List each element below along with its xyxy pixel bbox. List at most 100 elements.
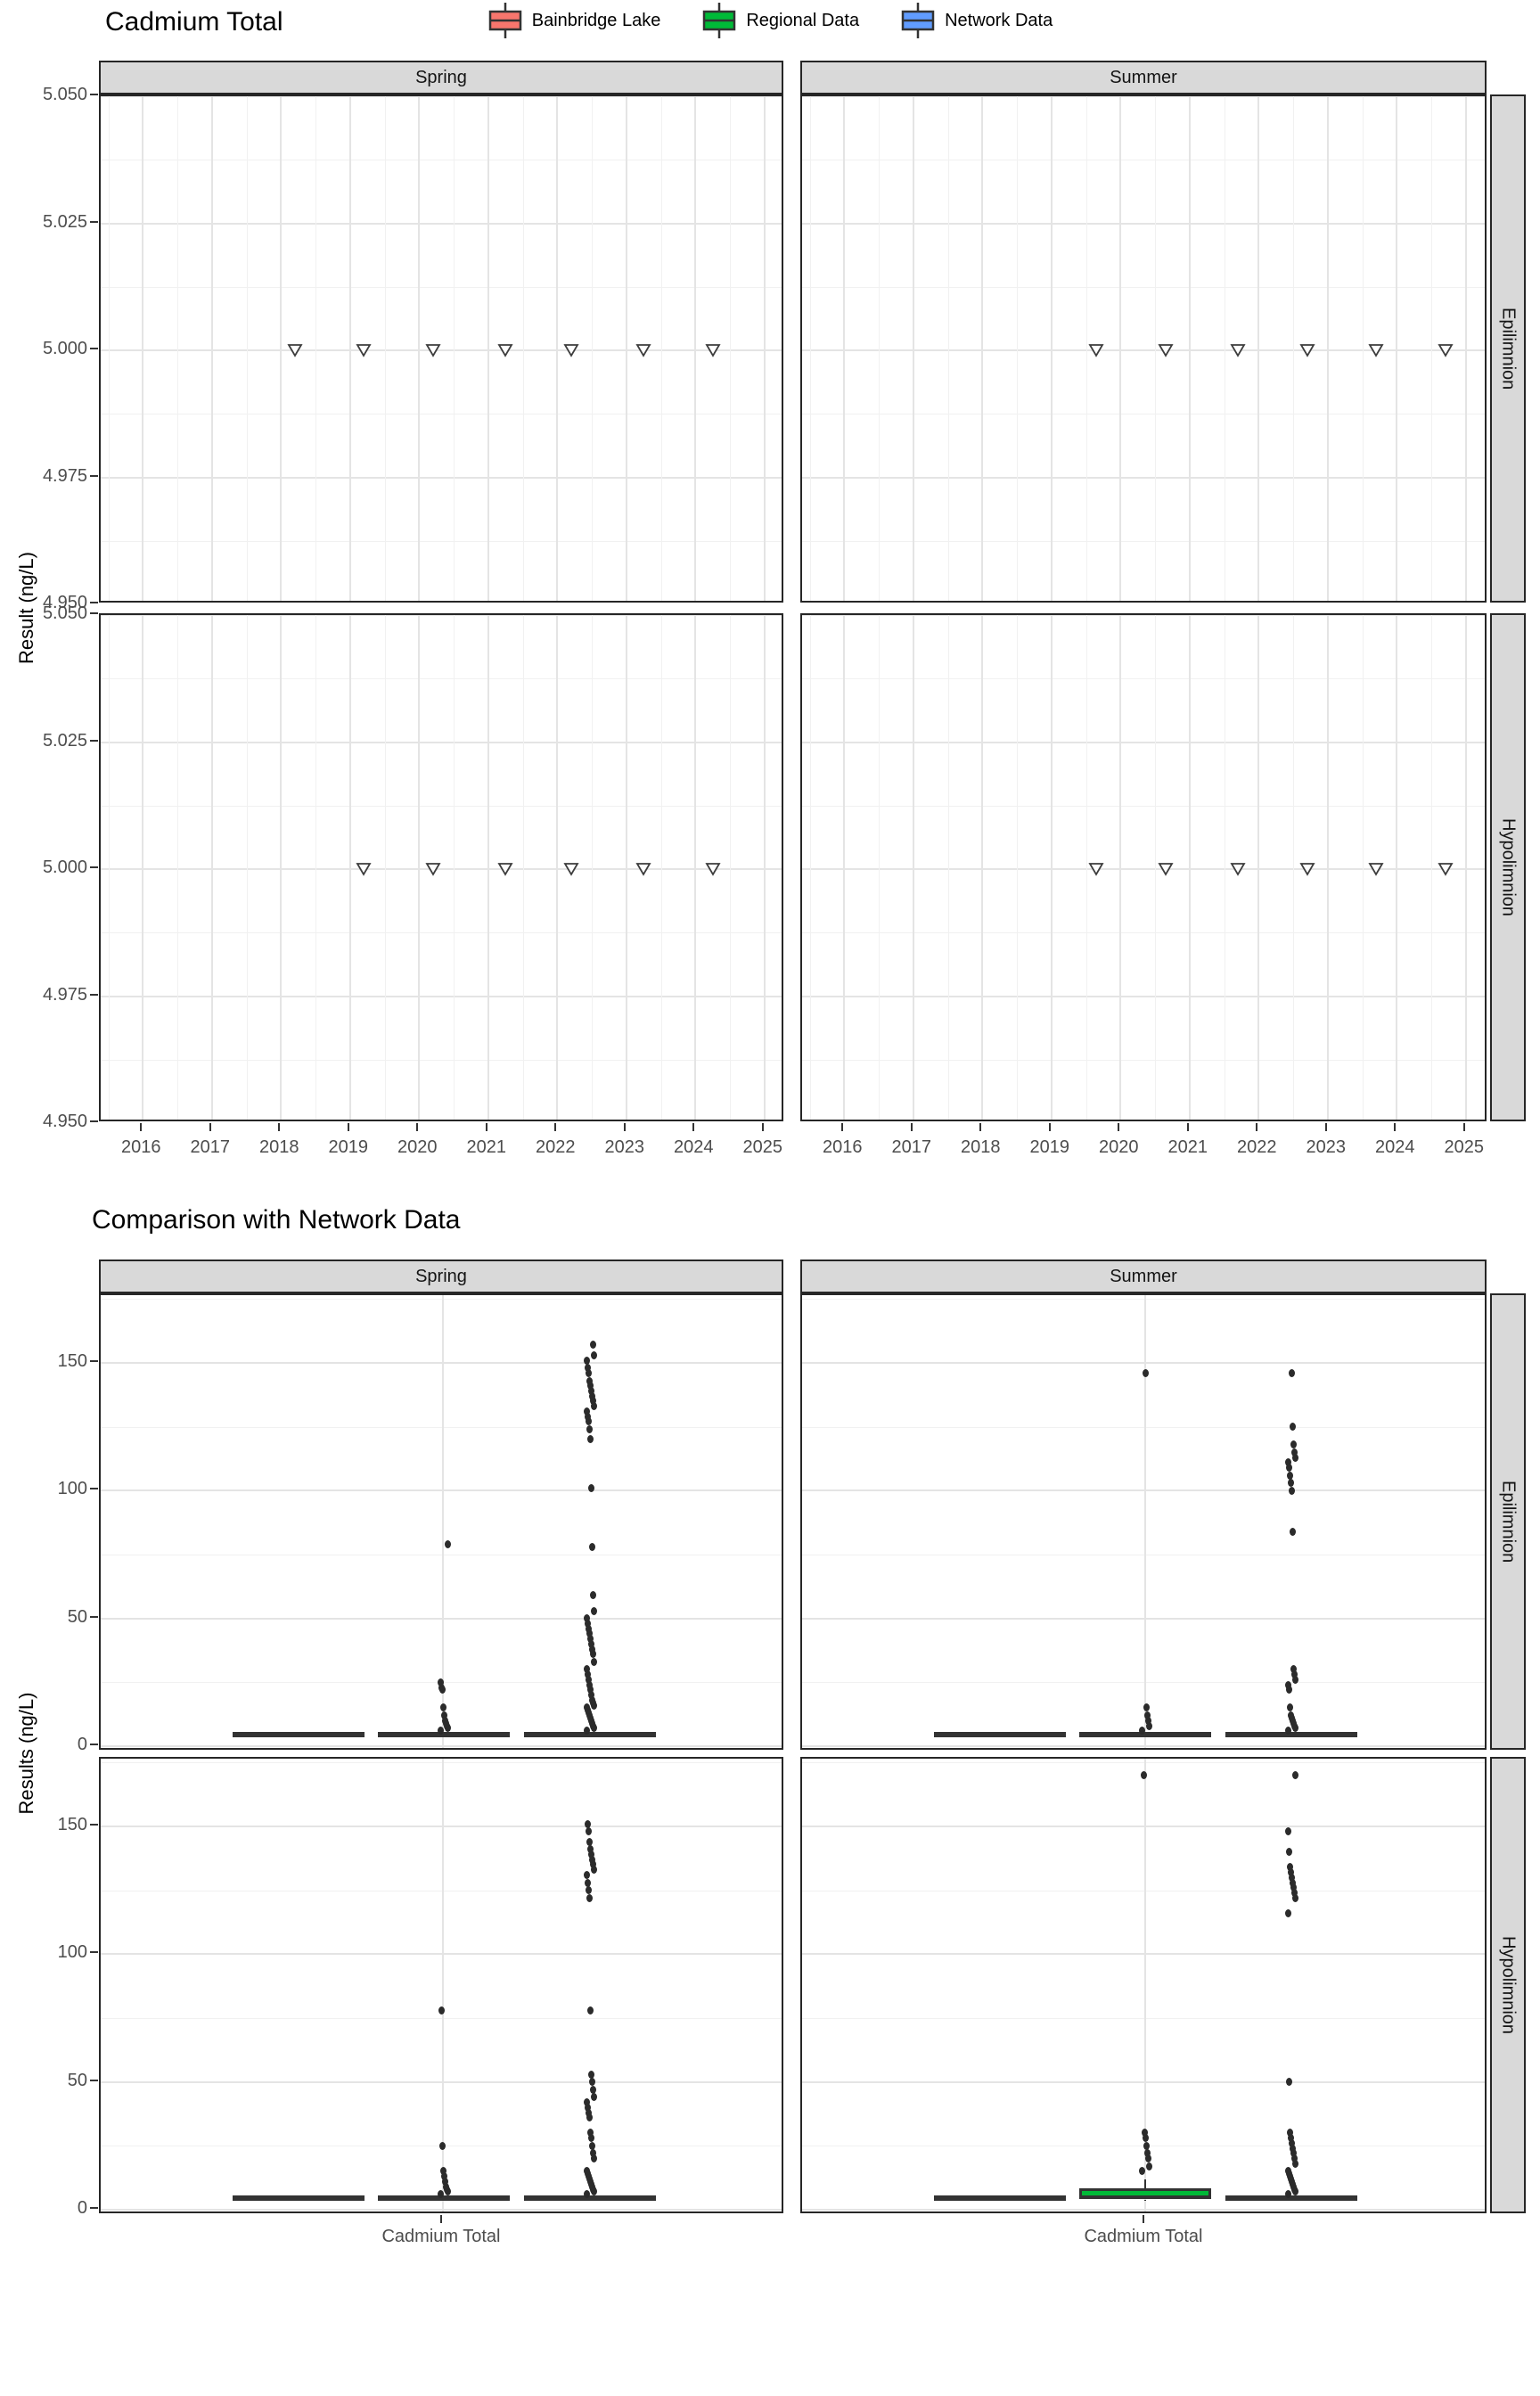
gridline-minor	[101, 805, 782, 807]
gridline-minor	[101, 1299, 782, 1301]
outlier-point	[583, 1407, 590, 1415]
gridline-minor	[802, 932, 1485, 934]
gridline-major	[348, 615, 351, 1120]
gridline-major	[802, 222, 1485, 225]
outlier-point	[589, 2149, 596, 2158]
outlier-point	[1285, 2078, 1292, 2087]
gridline-major	[802, 995, 1485, 997]
outlier-point	[1287, 1711, 1294, 1720]
gridline-major	[101, 1617, 782, 1620]
axis-tick	[140, 1123, 143, 1131]
axis-tick-label: 2016	[121, 1137, 161, 1157]
gridline-major	[802, 1361, 1485, 1364]
axis-tick-label: 50	[67, 1606, 87, 1627]
gridline-major	[843, 96, 846, 601]
axis-tick	[910, 1123, 913, 1131]
gridline-minor	[947, 615, 949, 1120]
nondetect-marker-icon	[1437, 862, 1454, 881]
axis-tick	[1462, 1123, 1465, 1131]
outlier-point	[1140, 1771, 1147, 1780]
boxplot-median	[378, 2195, 510, 2198]
gridline-major	[802, 1953, 1485, 1956]
axis-tick	[90, 1823, 98, 1826]
outlier-point	[585, 1827, 592, 1836]
nondetect-marker-icon	[1368, 862, 1384, 881]
gridline-major	[981, 96, 984, 601]
boxplot-median	[1079, 1732, 1211, 1735]
gridline-major	[802, 615, 1485, 616]
nondetect-marker-icon	[705, 862, 721, 881]
outlier-point	[586, 1680, 593, 1689]
outlier-point	[584, 1878, 591, 1887]
axis-tick	[90, 1359, 98, 1362]
axis-tick	[554, 1123, 557, 1131]
gridline-major	[101, 2080, 782, 2083]
outlier-point	[1290, 2154, 1298, 2163]
gridline-minor	[101, 2017, 782, 2019]
outlier-point	[1290, 1440, 1297, 1449]
gridline-minor	[1085, 615, 1087, 1120]
outlier-point	[1288, 1486, 1295, 1495]
outlier-point	[583, 1727, 590, 1735]
gridline-major	[101, 615, 782, 616]
gridline-minor	[1431, 615, 1432, 1120]
outlier-point	[1143, 1703, 1150, 1712]
gridline-major	[101, 1953, 782, 1956]
gridline-major	[802, 2208, 1485, 2211]
axis-tick	[90, 220, 98, 223]
gridline-major	[1257, 96, 1260, 601]
outlier-point	[1284, 1680, 1291, 1689]
nondetect-marker-icon	[563, 862, 579, 881]
outlier-point	[438, 1683, 445, 1692]
gridline-major	[442, 1295, 444, 1748]
nondetect-marker-icon	[1230, 343, 1246, 362]
outlier-point	[583, 1665, 590, 1674]
outlier-point	[1144, 1716, 1151, 1725]
gridline-major	[1326, 615, 1329, 1120]
gridline-major	[802, 1825, 1485, 1827]
outlier-point	[583, 1870, 590, 1879]
facet-panel	[800, 1293, 1487, 1750]
axis-tick-label: 0	[77, 1734, 87, 1754]
boxplot-median	[1225, 1732, 1357, 1735]
outlier-point	[588, 1695, 595, 1704]
gridline-minor	[454, 96, 455, 601]
gridline-minor	[809, 96, 811, 601]
outlier-point	[590, 1402, 597, 1411]
axis-tick	[761, 1123, 764, 1131]
outlier-point	[586, 1635, 594, 1644]
outlier-point	[1287, 1868, 1294, 1877]
gridline-major	[101, 349, 782, 351]
boxplot-key-icon	[901, 3, 935, 38]
legend: Bainbridge Lake Regional Data Network Da…	[0, 0, 1540, 41]
nondetect-marker-icon	[635, 343, 651, 362]
outlier-point	[586, 1382, 594, 1391]
outlier-point	[590, 2093, 597, 2102]
outlier-point	[1284, 1458, 1291, 1467]
outlier-point	[583, 2167, 590, 2176]
gridline-major	[487, 96, 489, 601]
nondetect-marker-icon	[425, 862, 441, 881]
legend-label: Regional Data	[746, 10, 860, 30]
gridline-major	[1326, 96, 1329, 601]
outlier-point	[583, 1356, 590, 1365]
outlier-point	[1143, 1711, 1151, 1720]
gridline-major	[912, 96, 914, 601]
outlier-point	[439, 1703, 446, 1712]
outlier-point	[588, 1645, 595, 1653]
outlier-point	[1284, 2190, 1291, 2199]
gridline-minor	[809, 615, 811, 1120]
gridline-major	[1188, 96, 1191, 601]
gridline-major	[1464, 96, 1467, 601]
axis-tick-label: 2016	[823, 1137, 863, 1157]
legend-item-regional-data: Regional Data	[701, 0, 859, 41]
axis-tick-label: 100	[57, 1942, 87, 1963]
gridline-major	[101, 868, 782, 870]
outlier-point	[583, 1614, 590, 1623]
gridline-major	[418, 96, 421, 601]
plot2-x-category-label-spring: Cadmium Total	[381, 2227, 501, 2246]
axis-tick-label: 2018	[961, 1137, 1001, 1157]
outlier-point	[440, 2172, 447, 2181]
outlier-point	[1284, 2167, 1291, 2176]
gridline-major	[210, 615, 213, 1120]
